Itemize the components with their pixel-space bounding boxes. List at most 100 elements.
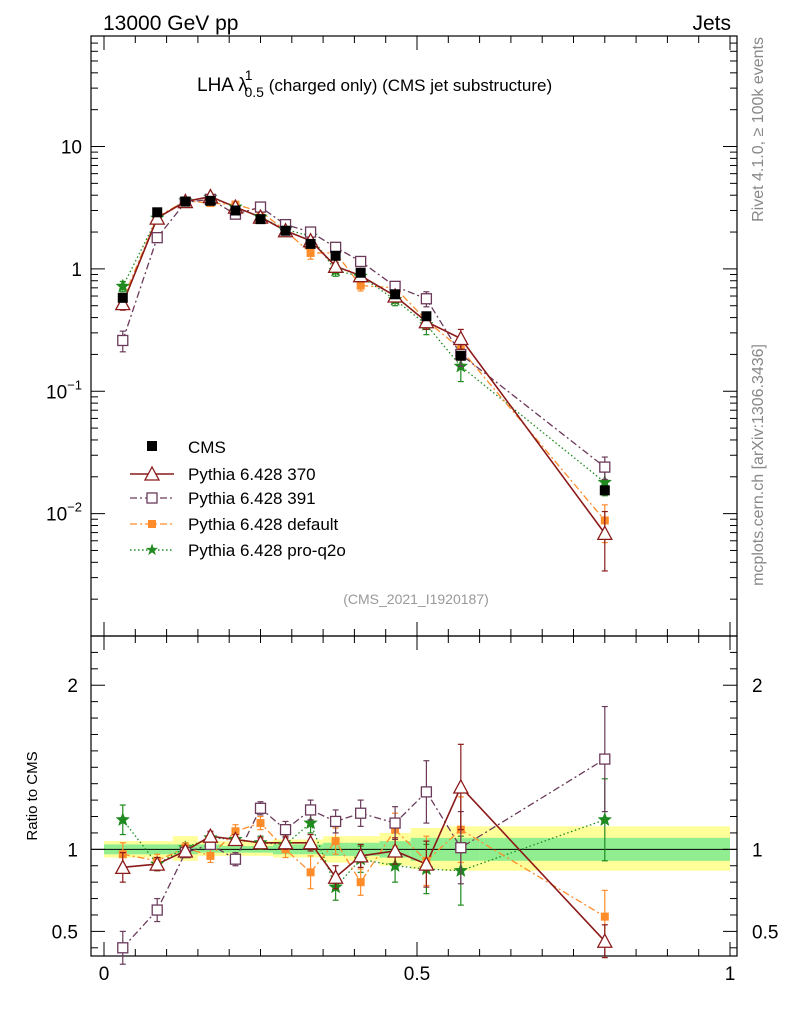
ratio-point-p370 [114,859,131,875]
ratio-point-p391 [455,842,467,854]
legend-p370: Pythia 6.428 370 [130,465,316,484]
ratio-point-pdef [256,819,265,828]
main-point-p391 [599,461,611,473]
legend-pq2o-label: Pythia 6.428 pro-q2o [188,541,346,560]
legend-pq2o-marker: ★ [145,542,159,559]
main-point-p391 [355,255,367,268]
ratio-point-p370 [596,932,613,948]
main-point-p391 [117,334,129,347]
ratio-xtick-label: 1 [725,964,736,985]
ratio-point-pdef [206,851,215,860]
legend: CMS Pythia 6.428 370 Pythia 6.428 391 Py… [130,438,346,560]
main-point-p370 [327,257,344,273]
ratio-point-pdef [306,868,315,877]
ratio-point-p391 [389,817,401,829]
legend-cms: CMS [147,438,226,457]
legend-p391-label: Pythia 6.428 391 [188,489,316,508]
ratio-point-p370 [352,847,369,863]
ratio-point-pq2o [387,858,403,872]
ratio-ytick-label-left: 0.5 [52,922,78,943]
legend-p391: Pythia 6.428 391 [130,489,316,508]
main-point-cms [330,250,341,261]
legend-pdef-marker [148,520,156,528]
main-ytick-label: 10 [61,138,82,159]
ratio-point-p370 [227,831,244,847]
ratio-ytick-label-right: 2 [752,676,763,697]
main-ytick-label: 10−2 [46,500,82,526]
ratio-line-p391 [122,758,606,949]
main-point-cms [421,311,432,322]
legend-p370-label: Pythia 6.428 370 [188,465,316,484]
ratio-point-p370 [418,855,435,871]
ratio-point-p391 [279,823,292,836]
ratio-point-pq2o [303,815,318,830]
ratio-ytick-label-right: 0.5 [752,922,778,943]
legend-pq2o: ★ Pythia 6.428 pro-q2o [130,541,346,560]
main-point-cms [255,214,266,225]
ratio-point-pq2o [597,812,613,827]
ratio-point-p391 [117,942,129,954]
main-point-cms [117,292,128,303]
ratio-xtick-label: 0.5 [404,964,430,985]
main-point-p370 [452,330,469,346]
legend-pdef: Pythia 6.428 default [130,515,339,534]
header-energy: 13000 GeV pp [103,12,238,35]
ratio-ytick-label-left: 1 [67,840,78,861]
ratio-axis-ticks: 0 0.5 1 2 2 1 1 0.5 0.5 [52,636,778,985]
title-prefix: LHA λ [197,75,248,96]
main-point-cms [205,195,216,206]
plot-title: LHA λ1 0.5 (charged only) (CMS jet substr… [197,67,552,100]
main-point-p370 [114,295,131,311]
ratio-point-p370 [149,855,166,871]
ratio-point-p370 [277,834,294,850]
ratio-point-p391 [420,786,433,798]
analysis-label: (CMS_2021_I1920187) [343,591,489,607]
main-point-pdef [356,281,365,290]
main-point-cms [599,485,610,496]
ratio-point-p370 [302,834,319,850]
main-ytick-label: 1 [71,260,82,281]
ratio-series-markers [114,705,613,965]
legend-pdef-label: Pythia 6.428 default [188,515,339,534]
main-point-pdef [306,248,315,257]
main-point-cms [152,207,163,218]
ratio-point-pq2o [115,812,131,827]
legend-p391-marker [146,492,158,504]
ratio-ytick-label-right: 1 [752,840,763,861]
main-point-cms [230,205,241,216]
ratio-point-p391 [229,853,242,865]
main-point-cms [390,289,401,300]
mcplots-credit-label: mcplots.cern.ch [arXiv:1306.3436] [750,344,767,586]
main-point-p391 [420,293,433,305]
ratio-point-p370 [202,827,219,843]
ratio-point-p391 [304,804,317,816]
ratio-point-pdef [331,837,340,846]
ratio-panel-frame [90,635,738,957]
main-ytick-label: 10−1 [46,377,82,403]
main-point-cms [455,350,466,361]
main-axis-ticks: 10 1 10−1 10−2 [46,35,737,637]
ratio-uncertainty-bands [104,826,730,871]
rivet-version-label: Rivet 4.1.0, ≥ 100k events [750,37,767,222]
header-jets: Jets [692,12,731,35]
ratio-point-p370 [387,842,404,858]
legend-cms-marker [147,441,157,451]
ratio-point-p391 [151,904,163,916]
ratio-point-p370 [452,778,469,794]
main-point-p370 [596,524,613,540]
ratio-point-p391 [355,807,367,819]
main-point-cms [180,196,191,207]
main-line-p391 [122,198,606,468]
main-point-p391 [151,231,163,244]
main-series-markers [114,188,613,572]
main-point-cms [355,267,366,278]
title-sup: 1 [245,67,253,83]
ratio-point-p370 [327,868,344,884]
ratio-point-p391 [329,815,342,828]
legend-p370-marker [143,465,161,481]
title-sub: 0.5 [245,84,265,100]
main-point-cms [305,238,316,249]
title-suffix: (charged only) (CMS jet substructure) [264,76,552,95]
ratio-point-pdef [600,912,609,921]
